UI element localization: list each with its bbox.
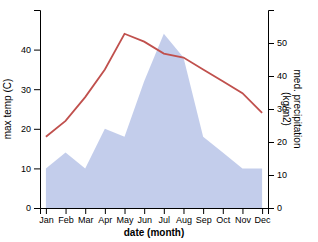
marks <box>46 34 262 208</box>
tick-mark <box>268 43 274 44</box>
chart-container: Jan Feb Mar Apr MayJun Jul Aug Sep Oct NovDec 0 10 2… <box>0 0 318 242</box>
tick: May <box>117 208 135 225</box>
axis-line <box>269 11 275 209</box>
tick-mark <box>268 208 274 209</box>
tick: Dec <box>255 208 272 225</box>
tick: 10 <box>268 170 287 180</box>
tick-mark <box>164 208 165 214</box>
x-axis-title: date (month) <box>124 227 185 238</box>
tick: Nov <box>235 208 252 225</box>
tick-mark <box>183 208 184 214</box>
chart: Jan Feb Mar Apr MayJun Jul Aug Sep Oct NovDec 0 10 2… <box>0 0 318 242</box>
tick-label: May <box>117 215 135 225</box>
tick: 50 <box>268 38 287 48</box>
tick-mark <box>262 208 263 214</box>
tick-mark <box>268 76 274 77</box>
axis-line <box>41 209 269 215</box>
plot: Jan Feb Mar Apr MayJun Jul Aug Sep Oct NovDec 0 10 2… <box>21 11 287 226</box>
tick: Sep <box>196 208 212 225</box>
tick-label: 0 <box>26 203 31 213</box>
tick: Aug <box>176 208 192 225</box>
tick-mark <box>242 208 243 214</box>
temp-line <box>46 34 262 137</box>
tick-label: 40 <box>21 45 31 55</box>
y-axis-title: max temp (C) <box>2 79 13 140</box>
tick-label: Jul <box>159 215 171 225</box>
tick-label: 20 <box>21 124 31 134</box>
tick-label: 0 <box>277 203 282 213</box>
tick: 0 <box>268 203 282 213</box>
tick-label: 10 <box>21 164 31 174</box>
y2-axis-title-line: med. precipitation <box>292 70 303 149</box>
tick: 0 <box>26 203 40 213</box>
tick-label: Mar <box>78 215 94 225</box>
tick-mark <box>34 129 40 130</box>
tick: 20 <box>21 124 40 134</box>
tick: Apr <box>98 208 112 225</box>
tick-label: 20 <box>277 137 287 147</box>
tick: 40 <box>268 71 287 81</box>
tick-mark <box>46 208 47 214</box>
tick-label: Apr <box>98 215 112 225</box>
tick-mark <box>125 208 126 214</box>
tick-label: Sep <box>196 215 212 225</box>
tick-label: Dec <box>255 215 272 225</box>
tick-label: Feb <box>58 215 74 225</box>
y2-axis-title-line: (kg/m2) <box>281 92 292 126</box>
tick-mark <box>34 208 40 209</box>
tick-mark <box>34 168 40 169</box>
tick: Jul <box>159 208 171 225</box>
tick-mark <box>268 109 274 110</box>
tick-label: 40 <box>277 71 287 81</box>
tick-label: Jun <box>137 215 152 225</box>
tick: Jun <box>137 208 152 225</box>
tick: Oct <box>216 208 231 225</box>
tick: 20 <box>268 137 287 147</box>
tick-mark <box>203 208 204 214</box>
tick: 40 <box>21 45 40 55</box>
tick-mark <box>268 142 274 143</box>
tick-mark <box>268 175 274 176</box>
axis-line <box>34 11 41 209</box>
tick-label: Oct <box>216 215 231 225</box>
tick: Feb <box>58 208 74 225</box>
tick-label: Aug <box>176 215 192 225</box>
y-axis: 0 10 20 30 40 <box>21 11 41 214</box>
tick: 30 <box>21 85 40 95</box>
tick: Mar <box>78 208 94 225</box>
tick-mark <box>66 208 67 214</box>
tick-mark <box>34 89 40 90</box>
tick-label: 10 <box>277 170 287 180</box>
tick-mark <box>105 208 106 214</box>
tick-mark <box>34 50 40 51</box>
x-axis: Jan Feb Mar Apr MayJun Jul Aug Sep Oct NovDec <box>39 208 271 225</box>
y2-axis-title: med. precipitation(kg/m2) <box>281 70 304 149</box>
tick: 10 <box>21 164 40 174</box>
tick-mark <box>85 208 86 214</box>
tick-label: Jan <box>39 215 54 225</box>
tick: Jan <box>39 208 54 225</box>
tick-label: Nov <box>235 215 252 225</box>
tick-label: 30 <box>21 85 31 95</box>
tick-mark <box>144 208 145 214</box>
tick-label: 50 <box>277 38 287 48</box>
tick-mark <box>223 208 224 214</box>
precip-area <box>46 34 262 208</box>
